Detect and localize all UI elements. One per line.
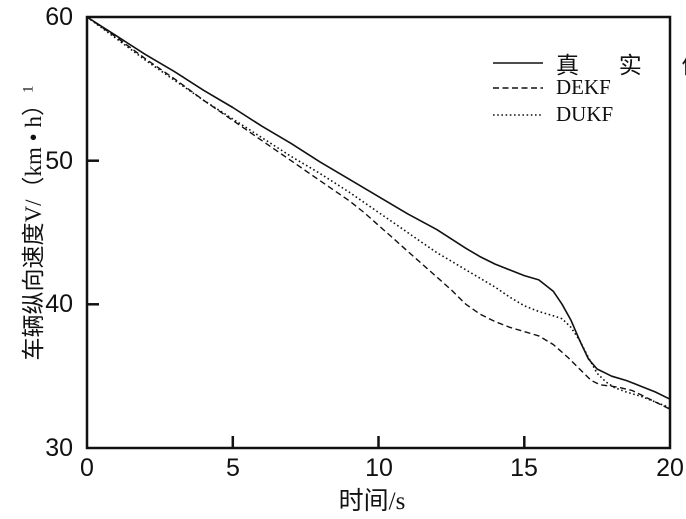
ytick-label-30: 30 [45, 434, 73, 462]
axes-frame [85, 15, 672, 450]
legend-label-dukf: DUKF [556, 102, 614, 126]
legend-line-solid-icon [493, 61, 543, 64]
legend-label-dekf: DEKF [556, 75, 611, 99]
xtick-label-10: 10 [365, 454, 393, 482]
legend-line-dotted-icon [493, 113, 543, 116]
xtick-label-15: 15 [510, 454, 538, 482]
y-axis-label-superscript: 1 [20, 85, 37, 94]
y-axis-label: 车辆纵向速度V/（km • h）1 [14, 43, 46, 403]
legend-item-dekf: DEKF [492, 75, 686, 100]
curves-group [86, 16, 671, 410]
legend: 真 实 值 DEKF DUKF [492, 48, 686, 127]
ytick-label-60: 60 [45, 3, 73, 31]
ytick-label-50: 50 [45, 147, 73, 175]
legend-label-true-value: 真 实 值 [556, 52, 686, 78]
y-axis-label-text: 车辆纵向速度V/（km • h） [21, 93, 46, 361]
xtick-label-5: 5 [226, 454, 240, 482]
legend-item-dukf: DUKF [492, 102, 686, 127]
curve-dukf [86, 16, 671, 409]
legend-line-dashed-icon [493, 86, 543, 89]
xtick-label-0: 0 [80, 454, 94, 482]
xtick-label-20: 20 [656, 454, 684, 482]
ytick-label-40: 40 [45, 290, 73, 318]
legend-item-true-value: 真 实 值 [492, 50, 686, 78]
x-axis-label: 时间/s [338, 488, 406, 515]
curve-true-value [86, 16, 671, 400]
curve-dekf [86, 16, 671, 410]
